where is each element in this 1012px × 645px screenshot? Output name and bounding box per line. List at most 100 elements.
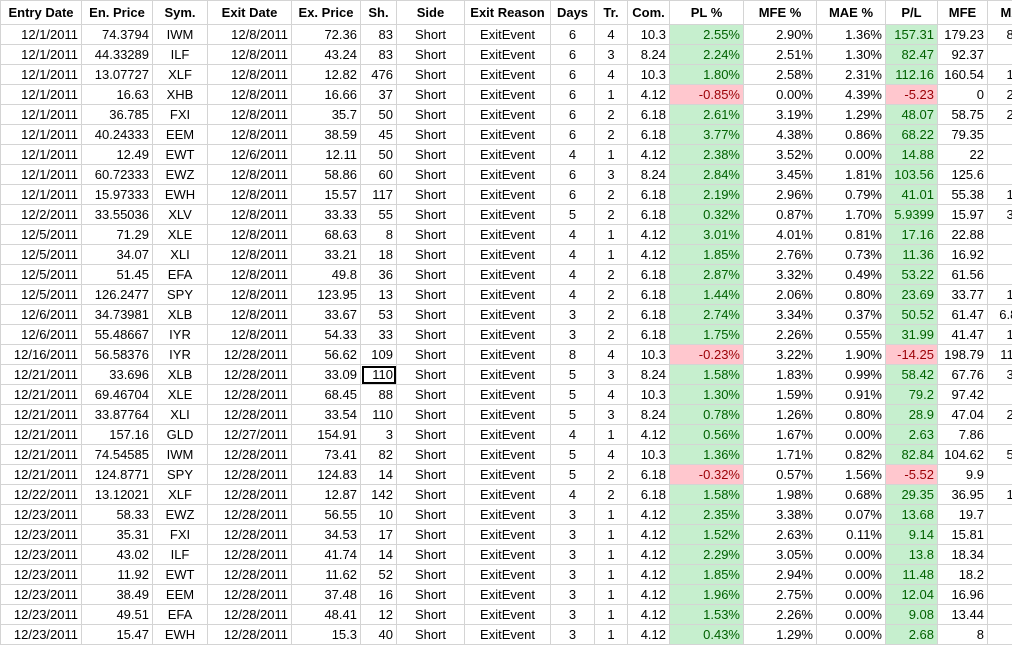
column-header-trades[interactable]: Tr.: [595, 1, 628, 25]
cell-entry-date[interactable]: 12/1/2011: [1, 45, 82, 65]
cell-mae-pct[interactable]: 0.11%: [817, 525, 886, 545]
cell-trades[interactable]: 1: [595, 585, 628, 605]
cell-days[interactable]: 3: [551, 565, 595, 585]
cell-exit-date[interactable]: 12/28/2011: [208, 505, 292, 525]
cell-shares[interactable]: 17: [361, 525, 397, 545]
cell-pl[interactable]: 17.16: [886, 225, 938, 245]
cell-side[interactable]: Short: [397, 185, 465, 205]
cell-en-price[interactable]: 124.8771: [82, 465, 153, 485]
column-header-entry-date[interactable]: Entry Date: [1, 1, 82, 25]
cell-entry-date[interactable]: 12/21/2011: [1, 385, 82, 405]
cell-entry-date[interactable]: 12/23/2011: [1, 505, 82, 525]
cell-entry-date[interactable]: 12/23/2011: [1, 545, 82, 565]
cell-ex-price[interactable]: 15.3: [292, 625, 361, 645]
cell-exit-date[interactable]: 12/8/2011: [208, 245, 292, 265]
cell-mfe-pct[interactable]: 2.96%: [744, 185, 817, 205]
cell-symbol[interactable]: SPY: [153, 465, 208, 485]
cell-symbol[interactable]: XLF: [153, 485, 208, 505]
column-header-mfe[interactable]: MFE: [938, 1, 988, 25]
cell-entry-date[interactable]: 12/5/2011: [1, 225, 82, 245]
cell-pl-pct[interactable]: -0.32%: [670, 465, 744, 485]
cell-en-price[interactable]: 126.2477: [82, 285, 153, 305]
cell-mae-pct[interactable]: 1.30%: [817, 45, 886, 65]
cell-trades[interactable]: 4: [595, 345, 628, 365]
cell-entry-date[interactable]: 12/1/2011: [1, 65, 82, 85]
cell-symbol[interactable]: XLI: [153, 405, 208, 425]
cell-pl[interactable]: 48.07: [886, 105, 938, 125]
cell-pl-pct[interactable]: -0.23%: [670, 345, 744, 365]
cell-en-price[interactable]: 36.785: [82, 105, 153, 125]
cell-mae[interactable]: 55.7: [988, 385, 1012, 405]
cell-entry-date[interactable]: 12/23/2011: [1, 525, 82, 545]
cell-pl-pct[interactable]: 0.78%: [670, 405, 744, 425]
cell-exit-reason[interactable]: ExitEvent: [465, 205, 551, 225]
column-header-en-price[interactable]: En. Price: [82, 1, 153, 25]
cell-trades[interactable]: 2: [595, 285, 628, 305]
cell-commission[interactable]: 10.3: [628, 65, 670, 85]
cell-mae[interactable]: 65.8: [988, 165, 1012, 185]
cell-ex-price[interactable]: 123.95: [292, 285, 361, 305]
cell-pl[interactable]: 58.42: [886, 365, 938, 385]
cell-days[interactable]: 4: [551, 225, 595, 245]
cell-mfe-pct[interactable]: 2.76%: [744, 245, 817, 265]
cell-pl[interactable]: 9.08: [886, 605, 938, 625]
cell-commission[interactable]: 4.12: [628, 145, 670, 165]
cell-entry-date[interactable]: 12/21/2011: [1, 365, 82, 385]
column-header-ex-price[interactable]: Ex. Price: [292, 1, 361, 25]
cell-exit-date[interactable]: 12/8/2011: [208, 65, 292, 85]
cell-exit-reason[interactable]: ExitEvent: [465, 185, 551, 205]
cell-days[interactable]: 3: [551, 525, 595, 545]
cell-side[interactable]: Short: [397, 205, 465, 225]
cell-entry-date[interactable]: 12/6/2011: [1, 325, 82, 345]
cell-ex-price[interactable]: 33.67: [292, 305, 361, 325]
column-header-mfe-pct[interactable]: MFE %: [744, 1, 817, 25]
cell-mae-pct[interactable]: 0.00%: [817, 625, 886, 645]
cell-side[interactable]: Short: [397, 25, 465, 45]
cell-pl-pct[interactable]: 1.96%: [670, 585, 744, 605]
cell-entry-date[interactable]: 12/5/2011: [1, 265, 82, 285]
cell-mae-pct[interactable]: 1.29%: [817, 105, 886, 125]
cell-mae[interactable]: 83.88: [988, 25, 1012, 45]
cell-symbol[interactable]: FXI: [153, 105, 208, 125]
cell-pl-pct[interactable]: 2.29%: [670, 545, 744, 565]
cell-mae-pct[interactable]: 0.00%: [817, 145, 886, 165]
cell-mae[interactable]: 0: [988, 625, 1012, 645]
cell-exit-reason[interactable]: ExitEvent: [465, 145, 551, 165]
cell-trades[interactable]: 4: [595, 385, 628, 405]
cell-commission[interactable]: 4.12: [628, 85, 670, 105]
cell-mfe[interactable]: 125.6: [938, 165, 988, 185]
cell-mae[interactable]: 0: [988, 605, 1012, 625]
cell-ex-price[interactable]: 35.7: [292, 105, 361, 125]
cell-exit-date[interactable]: 12/28/2011: [208, 345, 292, 365]
cell-exit-reason[interactable]: ExitEvent: [465, 25, 551, 45]
cell-en-price[interactable]: 49.51: [82, 605, 153, 625]
cell-side[interactable]: Short: [397, 465, 465, 485]
cell-symbol[interactable]: SPY: [153, 285, 208, 305]
cell-mae[interactable]: 31.33: [988, 205, 1012, 225]
cell-mae[interactable]: 0: [988, 565, 1012, 585]
cell-exit-reason[interactable]: ExitEvent: [465, 365, 551, 385]
cell-commission[interactable]: 6.18: [628, 265, 670, 285]
cell-exit-date[interactable]: 12/8/2011: [208, 45, 292, 65]
cell-ex-price[interactable]: 73.41: [292, 445, 361, 465]
cell-mae-pct[interactable]: 0.73%: [817, 245, 886, 265]
cell-mfe[interactable]: 22.88: [938, 225, 988, 245]
cell-exit-date[interactable]: 12/8/2011: [208, 105, 292, 125]
cell-mfe[interactable]: 36.95: [938, 485, 988, 505]
cell-ex-price[interactable]: 49.8: [292, 265, 361, 285]
cell-ex-price[interactable]: 12.11: [292, 145, 361, 165]
cell-pl[interactable]: 28.9: [886, 405, 938, 425]
cell-commission[interactable]: 8.24: [628, 365, 670, 385]
cell-mae-pct[interactable]: 1.56%: [817, 465, 886, 485]
cell-pl[interactable]: 2.68: [886, 625, 938, 645]
cell-pl[interactable]: 82.47: [886, 45, 938, 65]
cell-mfe-pct[interactable]: 3.38%: [744, 505, 817, 525]
cell-symbol[interactable]: ILF: [153, 545, 208, 565]
cell-pl[interactable]: 50.52: [886, 305, 938, 325]
cell-symbol[interactable]: EWT: [153, 145, 208, 165]
cell-mae[interactable]: 29.96: [988, 405, 1012, 425]
cell-exit-reason[interactable]: ExitEvent: [465, 545, 551, 565]
cell-mfe[interactable]: 55.38: [938, 185, 988, 205]
cell-trades[interactable]: 2: [595, 185, 628, 205]
cell-pl-pct[interactable]: 1.75%: [670, 325, 744, 345]
